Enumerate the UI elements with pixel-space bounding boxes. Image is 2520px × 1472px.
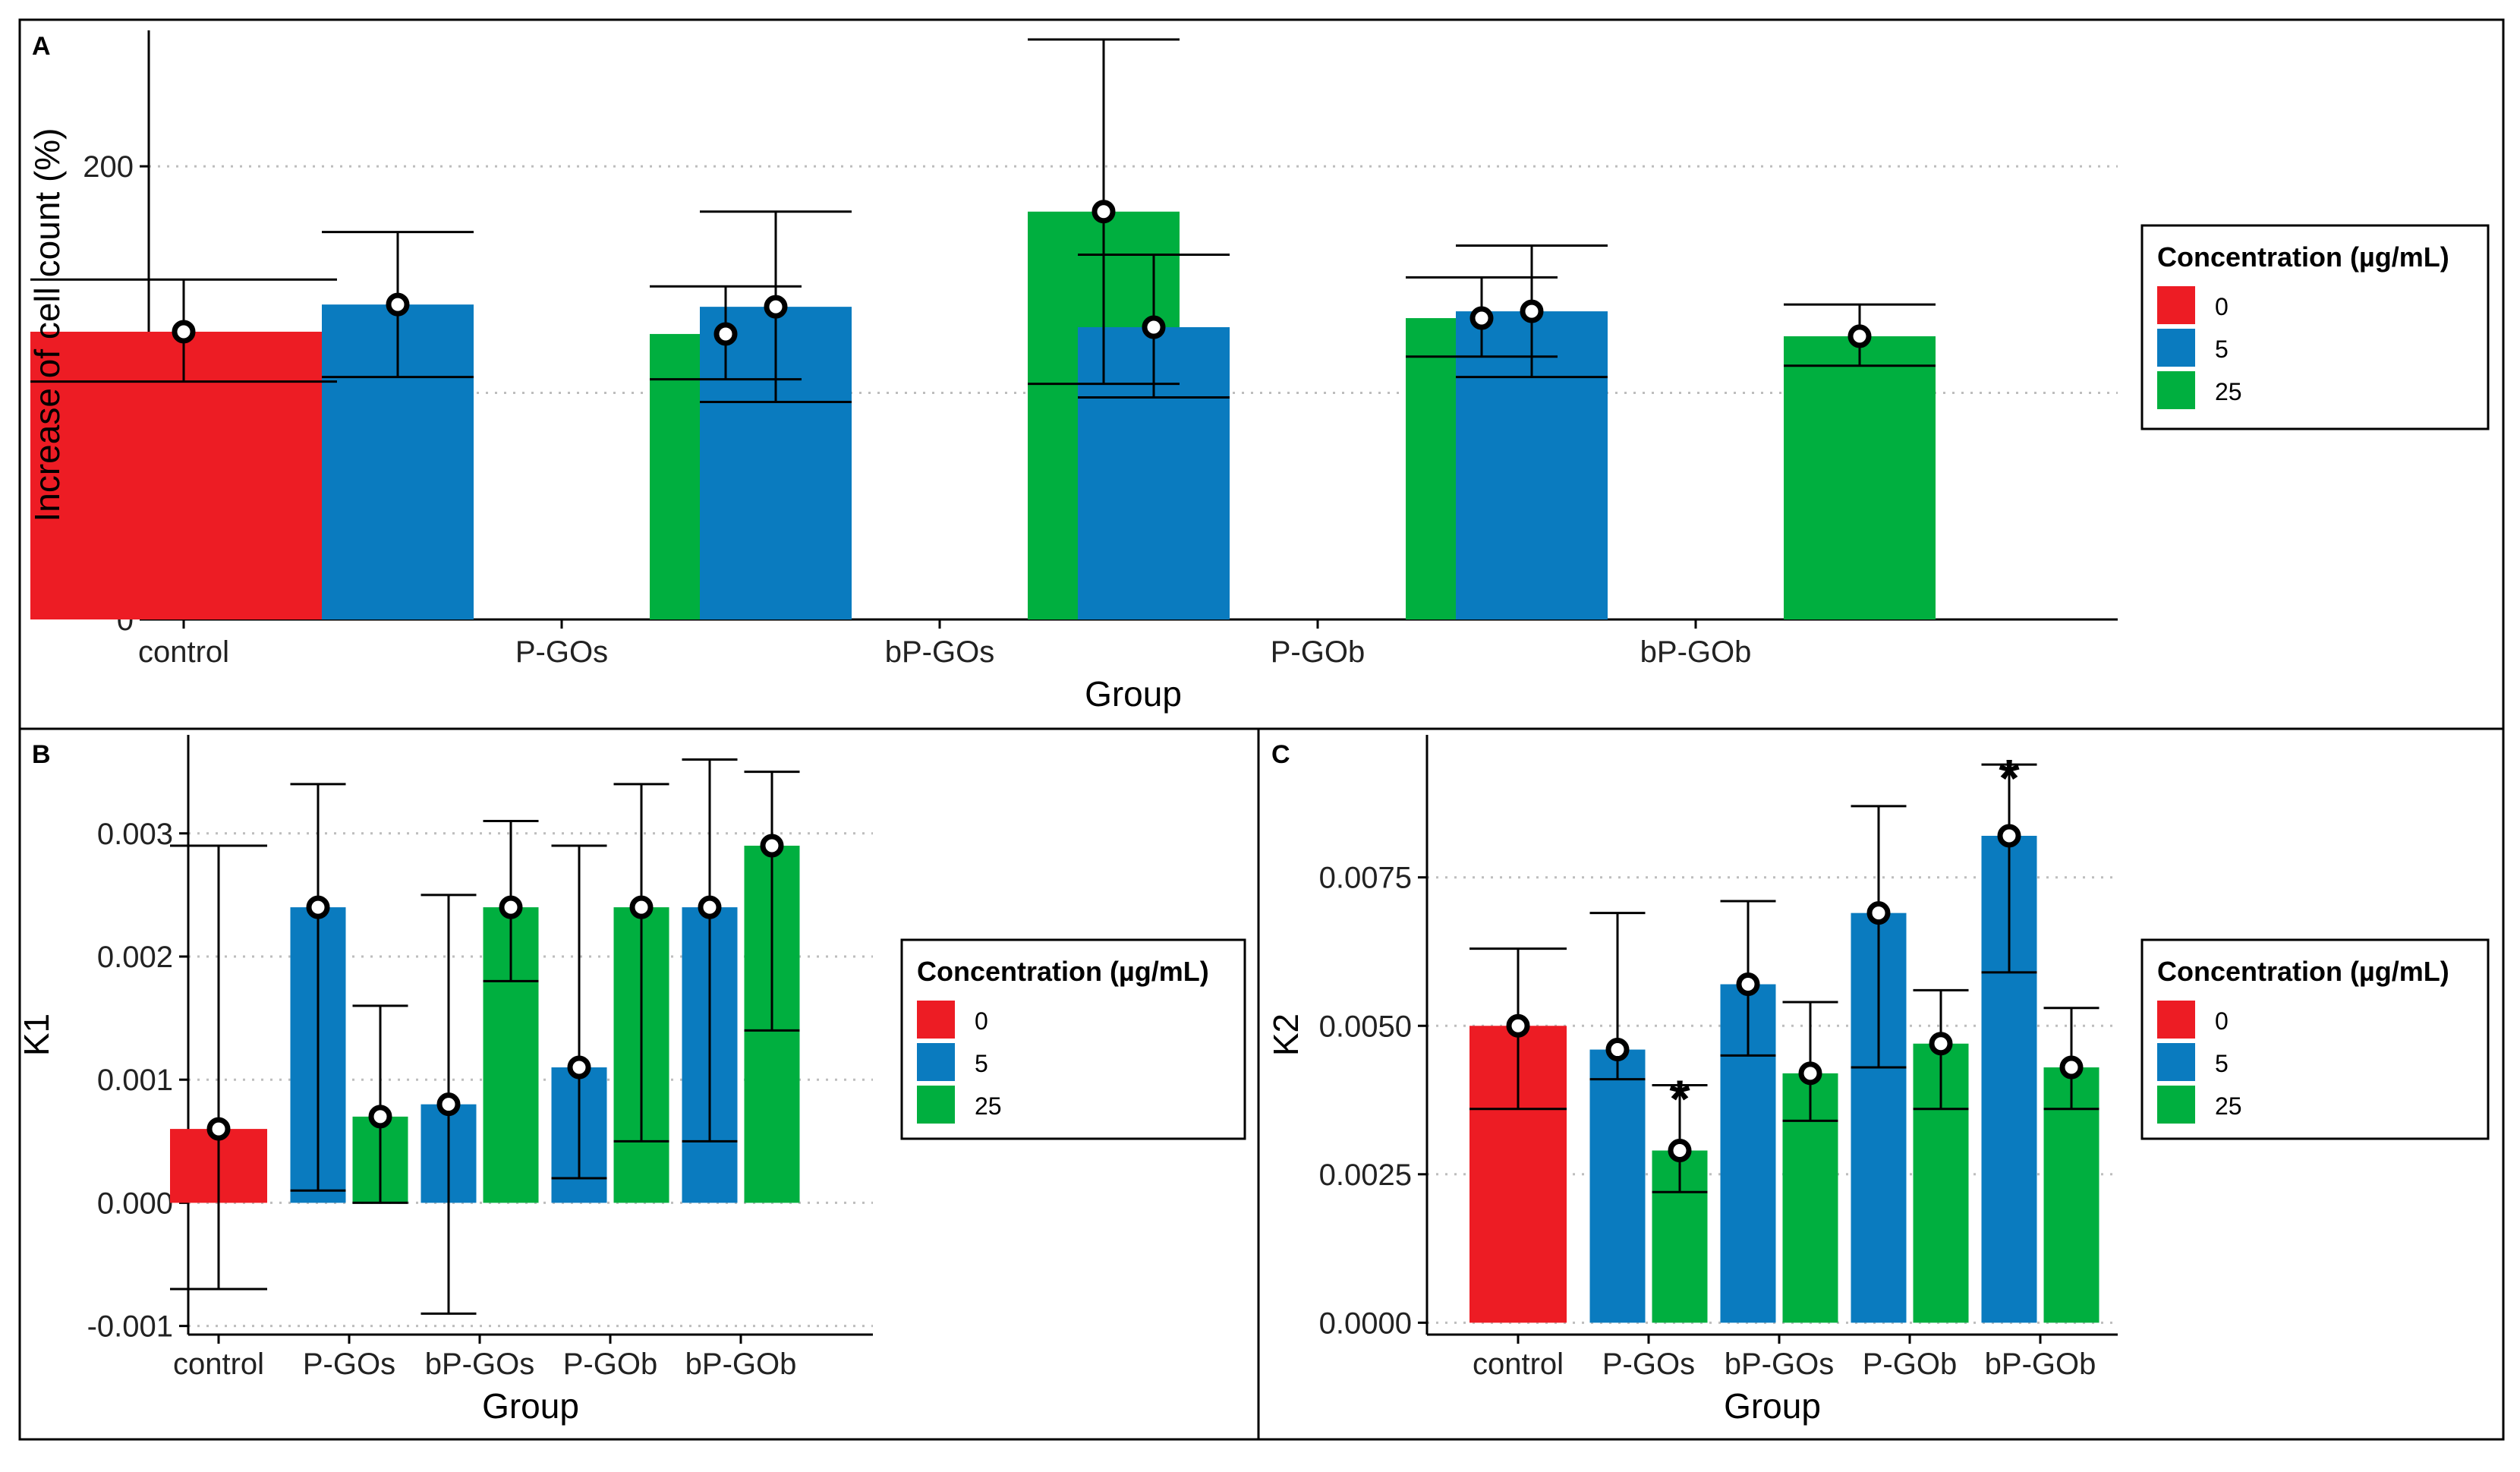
legend-key — [2157, 1001, 2195, 1039]
legend-label: 25 — [975, 1092, 1002, 1120]
y-tick-label: 200 — [83, 150, 134, 184]
bar — [1589, 1049, 1646, 1323]
x-tick-label: P-GOb — [1863, 1347, 1957, 1381]
mean-point — [1091, 200, 1116, 224]
legend-key — [2157, 1043, 2195, 1081]
mean-point — [1506, 1013, 1530, 1038]
mean-point — [1847, 324, 1872, 348]
y-tick-label: 0.003 — [97, 818, 173, 851]
mean-point — [1668, 1139, 1692, 1163]
legend-title: Concentration (µg/mL) — [2157, 241, 2449, 273]
legend-label: 5 — [2215, 336, 2229, 363]
x-tick-label: control — [1473, 1347, 1564, 1381]
x-tick-label: bP-GOs — [1725, 1347, 1834, 1381]
bar — [1784, 336, 1936, 619]
mean-point — [1997, 824, 2021, 848]
y-tick-label: -0.001 — [87, 1310, 173, 1344]
mean-point — [567, 1055, 591, 1080]
mean-point — [1469, 306, 1494, 330]
x-tick-label: bP-GOs — [425, 1347, 534, 1381]
x-tick-label: bP-GOb — [1640, 635, 1752, 669]
legend-box — [2140, 224, 2490, 430]
y-axis-title: K1 — [17, 1013, 56, 1056]
legend-label: 0 — [975, 1007, 988, 1035]
y-axis-title: Increase of cell count (%) — [27, 128, 67, 522]
mean-point — [386, 292, 410, 317]
panel-a: 0100200controlP-GOsbP-GOsP-GObbP-GObGrou… — [27, 30, 2490, 714]
legend-key — [917, 1043, 955, 1081]
y-tick-label: 0.002 — [97, 941, 173, 974]
mean-point — [713, 322, 738, 346]
mean-point — [436, 1092, 461, 1117]
legend-label: 0 — [2215, 293, 2229, 320]
x-tick-label: control — [138, 635, 229, 669]
legend-label: 25 — [2215, 378, 2242, 405]
legend-label: 25 — [2215, 1092, 2242, 1120]
mean-point — [760, 834, 784, 858]
x-tick-label: P-GOs — [515, 635, 608, 669]
mean-point — [1520, 299, 1544, 323]
legend-key — [2157, 371, 2195, 409]
legend-title: Concentration (µg/mL) — [917, 956, 1209, 987]
x-tick-label: P-GOb — [563, 1347, 657, 1381]
mean-point — [1605, 1038, 1630, 1062]
mean-point — [499, 895, 523, 919]
mean-point — [698, 895, 722, 919]
legend-box — [900, 938, 1246, 1140]
mean-point — [1929, 1032, 1953, 1056]
panel-b: -0.001 0.000 0.001 0.002 0.003 control P-GOs bP… — [17, 735, 1246, 1426]
x-axis-title: Group — [1085, 674, 1182, 714]
mean-point — [1866, 901, 1891, 925]
legend-label: 0 — [2215, 1007, 2229, 1035]
mean-point — [368, 1105, 392, 1129]
legend-key — [2157, 1086, 2195, 1124]
y-tick-label: 0.0025 — [1319, 1158, 1412, 1192]
mean-point — [764, 295, 788, 319]
y-tick-label: 0.0050 — [1319, 1010, 1412, 1043]
mean-point — [206, 1117, 231, 1141]
panel-c-label: C — [1271, 740, 1290, 769]
legend-key — [917, 1086, 955, 1124]
x-tick-label: P-GOs — [303, 1347, 395, 1381]
panel-c: 0.0000 0.0025 0.0050 0.0075 control P-GOs bP-G… — [1266, 735, 2490, 1426]
y-axis-title: K2 — [1266, 1013, 1306, 1056]
x-axis-title: Group — [482, 1386, 579, 1426]
legend-key — [2157, 329, 2195, 367]
y-tick-label: 0.0000 — [1319, 1307, 1412, 1340]
x-tick-label: bP-GOb — [1985, 1347, 2096, 1381]
x-axis-title: Group — [1724, 1386, 1821, 1426]
significance-star: * — [1669, 1069, 1690, 1128]
legend-key — [2157, 286, 2195, 324]
panel-c-border — [1257, 727, 2505, 1441]
legend-label: 5 — [975, 1050, 988, 1077]
mean-point — [2059, 1055, 2084, 1080]
x-tick-label: bP-GOb — [685, 1347, 797, 1381]
significance-star: * — [1999, 749, 2020, 808]
mean-point — [1798, 1061, 1822, 1086]
mean-point — [306, 895, 330, 919]
mean-point — [1142, 315, 1166, 339]
legend-title: Concentration (µg/mL) — [2157, 956, 2449, 987]
mean-point — [1736, 972, 1760, 997]
y-tick-label: 0.0075 — [1319, 862, 1412, 895]
legend-key — [917, 1001, 955, 1039]
y-tick-label: 0.001 — [97, 1064, 173, 1097]
legend-box — [2140, 938, 2490, 1140]
mean-point — [629, 895, 654, 919]
panel-a-label: A — [32, 32, 51, 61]
x-tick-label: P-GOs — [1602, 1347, 1695, 1381]
plots: 0100200controlP-GOsbP-GOsP-GObbP-GObGrou… — [17, 30, 2490, 1426]
x-tick-label: bP-GOs — [885, 635, 994, 669]
mean-point — [172, 320, 196, 344]
x-tick-label: P-GOb — [1271, 635, 1365, 669]
x-tick-label: control — [173, 1347, 264, 1381]
y-tick-label: 0.000 — [97, 1187, 173, 1220]
legend-label: 5 — [2215, 1050, 2229, 1077]
panel-b-label: B — [32, 740, 51, 769]
